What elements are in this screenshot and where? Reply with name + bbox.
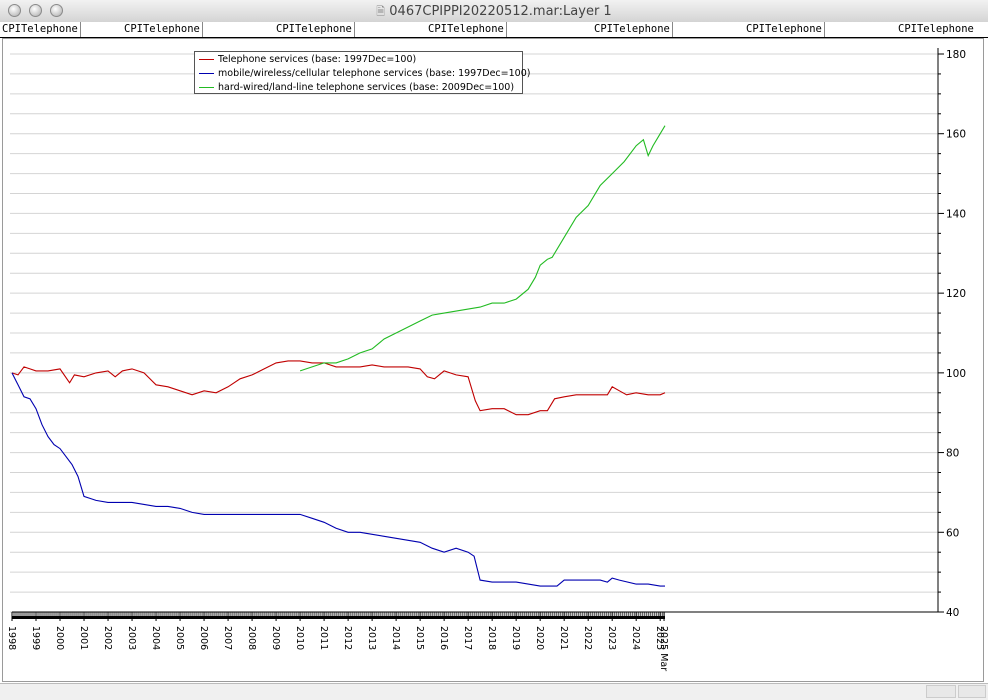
series-tab[interactable]: CPITelephone	[898, 23, 974, 35]
window-title-text: 0467CPIPPI20220512.mar:Layer 1	[389, 4, 612, 19]
legend-label: mobile/wireless/cellular telephone servi…	[218, 68, 531, 79]
legend-label: Telephone services (base: 1997Dec=100)	[218, 54, 417, 65]
document-icon: 🗎	[376, 5, 386, 18]
x-tick-label: 2010	[294, 626, 305, 650]
x-tick-label: 2015	[414, 626, 425, 650]
window-bottom-bar	[0, 683, 988, 700]
series-tab[interactable]: CPITelephone	[426, 22, 507, 37]
x-tick-label: 2004	[150, 626, 161, 650]
legend-swatch-mobile	[199, 73, 214, 74]
x-tick-label: 2003	[126, 626, 137, 650]
x-tick-label: 2013	[366, 626, 377, 650]
y-tick-label: 40	[946, 607, 959, 619]
legend-label: hard-wired/land-line telephone services …	[218, 82, 515, 93]
x-tick-label: 2025 Mar	[658, 626, 669, 671]
x-tick-label: 2008	[246, 626, 257, 650]
series-tab[interactable]: CPITelephone	[122, 22, 203, 37]
series-line-mobile	[11, 372, 665, 587]
x-axis-band	[12, 616, 665, 619]
scrollbar-thumb[interactable]	[926, 685, 956, 698]
x-tick-label: 2023	[606, 626, 617, 650]
x-tick-label: 2009	[270, 626, 281, 650]
x-tick-label: 2018	[486, 626, 497, 650]
y-tick-label: 120	[946, 288, 966, 300]
x-tick-label: 2014	[390, 626, 401, 650]
x-tick-label: 2017	[462, 626, 473, 650]
x-tick-label: 2025	[654, 626, 665, 650]
legend-swatch-telephone	[199, 59, 214, 60]
series-tab[interactable]: CPITelephone	[274, 22, 355, 37]
resize-handle[interactable]	[958, 685, 986, 698]
x-tick-label: 1998	[6, 626, 17, 650]
series-tab[interactable]: CPITelephone	[744, 22, 825, 37]
y-tick-label: 160	[946, 129, 966, 141]
minimize-window-button[interactable]	[29, 4, 42, 17]
x-tick-label: 2011	[318, 626, 329, 650]
x-tick-label: 2016	[438, 626, 449, 650]
series-tab[interactable]: CPITelephone	[592, 22, 673, 37]
y-tick-label: 100	[946, 368, 966, 380]
x-tick-label: 2012	[342, 626, 353, 650]
series-tab[interactable]: CPITelephone	[0, 22, 81, 37]
x-tick-label: 2022	[582, 626, 593, 650]
x-tick-label: 1999	[30, 626, 41, 650]
x-tick-label: 2005	[174, 626, 185, 650]
x-tick-label: 2001	[78, 626, 89, 650]
x-tick-label: 2020	[534, 626, 545, 650]
x-tick-label: 2007	[222, 626, 233, 650]
x-tick-label: 2002	[102, 626, 113, 650]
x-tick-label: 2006	[198, 626, 209, 650]
y-tick-label: 80	[946, 448, 959, 460]
x-tick-label: 2021	[558, 626, 569, 650]
close-window-button[interactable]	[8, 4, 21, 17]
x-tick-label: 2019	[510, 626, 521, 650]
series-tab-bar: CPITelephone CPITelephone CPITelephone C…	[0, 22, 988, 38]
y-tick-label: 180	[946, 49, 966, 61]
chart-legend: Telephone services (base: 1997Dec=100) m…	[194, 51, 530, 94]
zoom-window-button[interactable]	[50, 4, 63, 17]
window-titlebar: 🗎 0467CPIPPI20220512.mar:Layer 1	[0, 0, 988, 23]
legend-swatch-landline	[199, 87, 214, 88]
series-line-telephone	[11, 360, 666, 416]
window-title: 🗎 0467CPIPPI20220512.mar:Layer 1	[0, 3, 988, 22]
x-tick-label: 2000	[54, 626, 65, 650]
plot-frame	[2, 38, 984, 682]
x-tick-label: 2024	[630, 626, 641, 650]
y-tick-label: 140	[946, 208, 966, 220]
series-line-landline	[299, 125, 666, 372]
y-tick-label: 60	[946, 527, 959, 539]
